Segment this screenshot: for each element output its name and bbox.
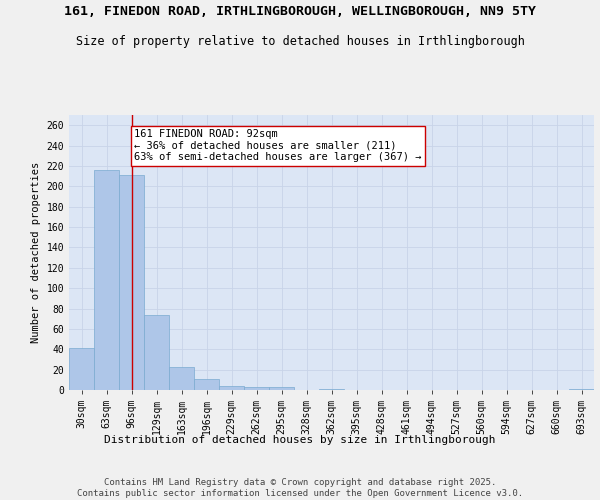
Text: Size of property relative to detached houses in Irthlingborough: Size of property relative to detached ho… — [76, 35, 524, 48]
Bar — [119, 175, 144, 390]
Bar — [194, 379, 219, 390]
Text: Contains HM Land Registry data © Crown copyright and database right 2025.
Contai: Contains HM Land Registry data © Crown c… — [77, 478, 523, 498]
Bar — [69, 348, 94, 390]
Bar — [219, 386, 244, 390]
Bar — [269, 387, 294, 390]
Bar — [569, 389, 594, 390]
Bar — [144, 314, 169, 390]
Text: 161 FINEDON ROAD: 92sqm
← 36% of detached houses are smaller (211)
63% of semi-d: 161 FINEDON ROAD: 92sqm ← 36% of detache… — [134, 130, 421, 162]
Y-axis label: Number of detached properties: Number of detached properties — [31, 162, 41, 343]
Text: 161, FINEDON ROAD, IRTHLINGBOROUGH, WELLINGBOROUGH, NN9 5TY: 161, FINEDON ROAD, IRTHLINGBOROUGH, WELL… — [64, 5, 536, 18]
Bar — [169, 366, 194, 390]
Bar — [244, 387, 269, 390]
Text: Distribution of detached houses by size in Irthlingborough: Distribution of detached houses by size … — [104, 435, 496, 445]
Bar — [94, 170, 119, 390]
Bar — [319, 389, 344, 390]
